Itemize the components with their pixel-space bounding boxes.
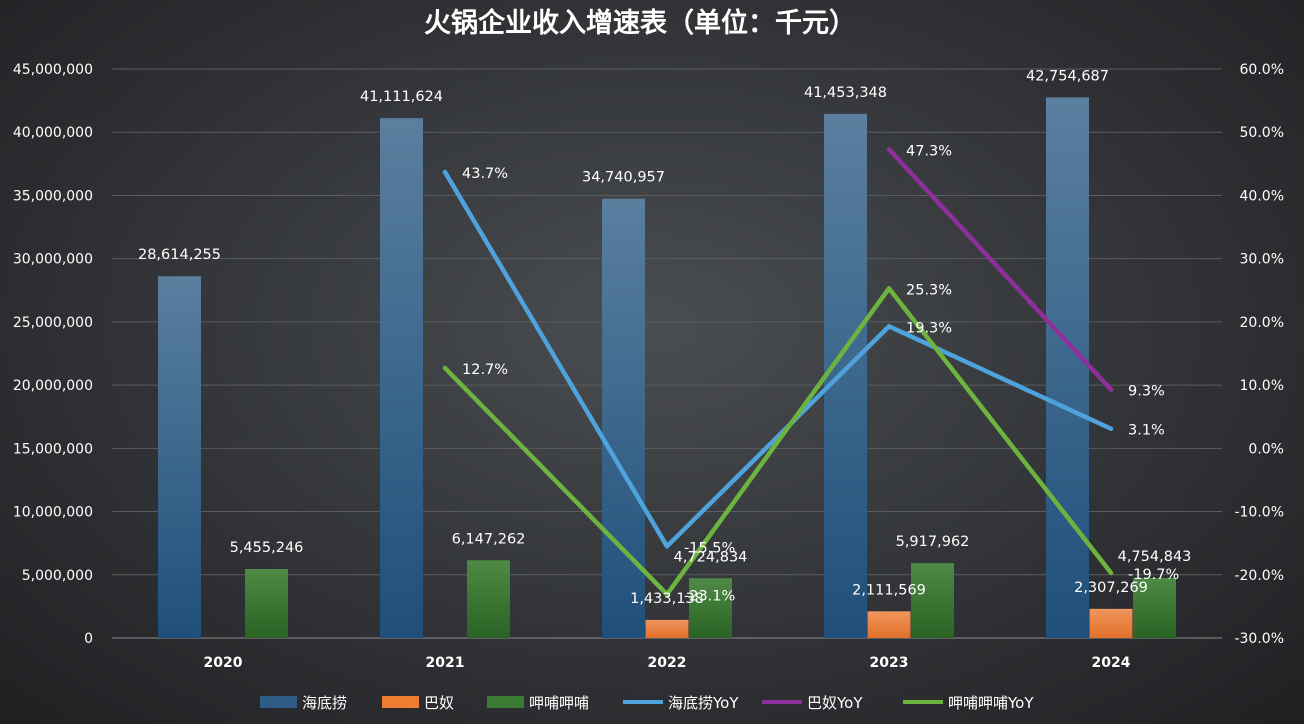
bar <box>602 198 645 638</box>
bar <box>380 118 423 638</box>
legend-swatch <box>382 696 419 708</box>
line-data-label: 43.7% <box>462 166 508 182</box>
series-line <box>442 169 1114 549</box>
legend-label: 海底捞YoY <box>668 694 739 712</box>
y-axis-left: 0 5,000,000 10,000,000 15,000,000 20,000,000… <box>13 62 93 647</box>
bar <box>158 276 201 638</box>
legend-label: 海底捞 <box>302 694 347 712</box>
x-tick-label: 2020 <box>204 655 243 671</box>
x-tick-label: 2024 <box>1092 655 1131 671</box>
y2-tick-label: 0.0% <box>1248 441 1284 457</box>
line-data-label: 12.7% <box>462 362 508 378</box>
line-point <box>886 147 892 152</box>
y2-tick-label: 50.0% <box>1240 125 1284 141</box>
line-series <box>442 147 1114 597</box>
bar-data-label: 5,455,246 <box>230 540 304 556</box>
legend-label: 呷哺呷哺YoY <box>948 694 1034 712</box>
bar-data-label: 1,433,138 <box>630 591 704 607</box>
bar-data-label: 4,724,834 <box>674 549 748 565</box>
legend-label: 巴奴 <box>424 694 454 712</box>
bar <box>1046 97 1089 638</box>
bar <box>1089 608 1133 638</box>
bar-series <box>158 97 1176 638</box>
bar <box>245 569 288 638</box>
line-data-label: -23.1% <box>684 588 735 604</box>
legend-label: 呷哺呷哺 <box>529 694 589 712</box>
y-axis-right: -30.0% -20.0% -10.0% 0.0% 10.0% 20.0% 30.0% 40.… <box>1234 62 1284 647</box>
line-point <box>442 365 448 371</box>
line-data-label: 19.3% <box>906 320 952 336</box>
y-tick-label: 15,000,000 <box>13 441 93 457</box>
line-point <box>1108 426 1114 431</box>
y2-tick-label: -30.0% <box>1234 631 1284 647</box>
y-tick-label: 40,000,000 <box>13 125 93 141</box>
line-point <box>886 286 892 291</box>
bar-data-label: 41,453,348 <box>804 85 887 101</box>
bar-data-label: 4,754,843 <box>1118 549 1192 565</box>
series-line <box>442 286 1114 597</box>
legend: 海底捞 巴奴 呷哺呷哺 海底捞YoY 巴奴YoY 呷哺呷哺YoY <box>260 694 1034 712</box>
line-data-label: -15.5% <box>684 540 735 556</box>
y-tick-label: 5,000,000 <box>22 568 93 584</box>
x-axis: 2020 2021 2022 2023 2024 <box>204 655 1131 671</box>
line-data-label: 9.3% <box>1128 384 1165 400</box>
bar-data-label: 41,111,624 <box>360 89 443 105</box>
y-tick-label: 30,000,000 <box>13 252 93 268</box>
chart-title: 火锅企业收入增速表（单位：千元） <box>424 7 856 39</box>
bar <box>467 560 510 638</box>
line-data-label: -19.7% <box>1128 567 1179 583</box>
y-tick-label: 25,000,000 <box>13 315 93 331</box>
gridlines <box>112 68 1222 639</box>
y2-tick-label: 60.0% <box>1240 62 1284 78</box>
legend-swatch <box>487 696 524 708</box>
line-data-label: 3.1% <box>1128 423 1165 439</box>
line-data-label: 25.3% <box>906 282 952 298</box>
bar <box>867 611 911 638</box>
bar <box>911 563 954 638</box>
y-tick-label: 20,000,000 <box>13 378 93 394</box>
bar-data-label: 42,754,687 <box>1026 68 1109 84</box>
bar <box>1133 577 1176 638</box>
data-labels: 28,614,255 41,111,624 34,740,957 41,453,348… <box>138 68 1191 606</box>
x-tick-label: 2022 <box>648 655 687 671</box>
legend-label: 巴奴YoY <box>807 694 863 712</box>
x-tick-label: 2023 <box>870 655 909 671</box>
y2-tick-label: 40.0% <box>1240 188 1284 204</box>
legend-swatch <box>260 696 297 708</box>
line-point <box>442 169 448 175</box>
line-point <box>664 544 670 549</box>
bar-data-label: 28,614,255 <box>138 247 221 263</box>
y2-tick-label: -10.0% <box>1234 505 1284 521</box>
y2-tick-label: 10.0% <box>1240 378 1284 394</box>
line-point <box>1108 570 1114 576</box>
bar <box>645 619 689 638</box>
series-line <box>886 147 1114 392</box>
y2-tick-label: 30.0% <box>1240 252 1284 268</box>
y-tick-label: 45,000,000 <box>13 62 93 78</box>
bar-data-label: 6,147,262 <box>452 531 526 547</box>
bar-data-label: 2,307,269 <box>1074 580 1148 596</box>
line-data-label: 47.3% <box>906 143 952 159</box>
x-tick-label: 2021 <box>426 655 465 671</box>
line-point <box>1108 387 1114 392</box>
line-point <box>664 592 670 597</box>
y-tick-label: 10,000,000 <box>13 505 93 521</box>
line-point <box>886 324 892 329</box>
y2-tick-label: -20.0% <box>1234 568 1284 584</box>
bar-data-label: 34,740,957 <box>582 170 665 186</box>
bar-data-label: 2,111,569 <box>852 582 926 598</box>
bar-data-label: 5,917,962 <box>896 534 970 550</box>
bar <box>689 578 732 638</box>
y2-tick-label: 20.0% <box>1240 315 1284 331</box>
y-tick-label: 0 <box>84 631 93 647</box>
bar <box>824 113 867 638</box>
y-tick-label: 35,000,000 <box>13 188 93 204</box>
